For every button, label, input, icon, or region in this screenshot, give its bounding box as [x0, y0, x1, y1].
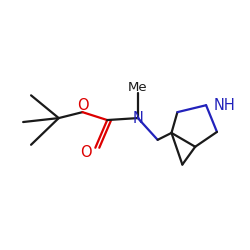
Text: Me: Me [128, 81, 148, 94]
Text: O: O [77, 98, 88, 113]
Text: N: N [132, 110, 143, 126]
Text: NH: NH [214, 98, 236, 113]
Text: O: O [80, 145, 91, 160]
